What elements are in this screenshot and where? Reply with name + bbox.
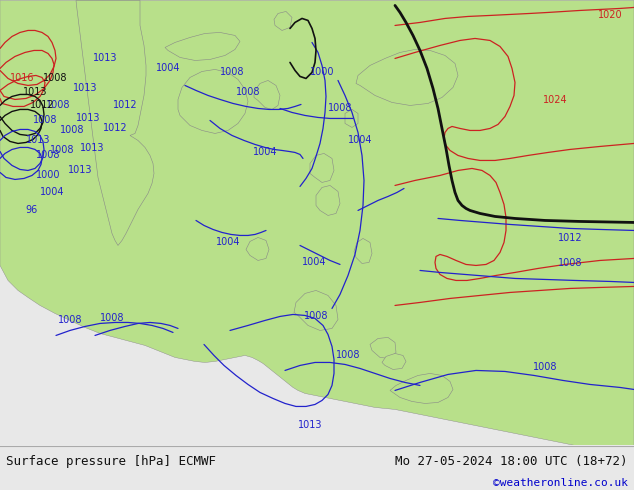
Polygon shape (246, 238, 269, 261)
Text: 1012: 1012 (30, 100, 55, 110)
Text: 1008: 1008 (36, 150, 60, 160)
Text: ©weatheronline.co.uk: ©weatheronline.co.uk (493, 478, 628, 489)
Text: 1004: 1004 (348, 135, 372, 146)
Polygon shape (0, 0, 634, 445)
Text: 1000: 1000 (36, 171, 60, 180)
Text: 1013: 1013 (23, 87, 48, 98)
Text: 1004: 1004 (302, 257, 327, 268)
Polygon shape (382, 353, 406, 369)
Text: 1013: 1013 (26, 135, 50, 146)
Text: 1008: 1008 (558, 258, 582, 269)
Text: 1000: 1000 (310, 68, 334, 77)
Polygon shape (370, 338, 396, 359)
Polygon shape (254, 80, 280, 109)
Polygon shape (274, 11, 292, 30)
Text: 1008: 1008 (58, 316, 82, 325)
Text: 1012: 1012 (103, 123, 127, 133)
Text: 1008: 1008 (336, 350, 360, 361)
Text: 1008: 1008 (220, 68, 244, 77)
Text: 1013: 1013 (93, 53, 117, 63)
Text: 1004: 1004 (40, 188, 64, 197)
Text: 1004: 1004 (216, 238, 240, 247)
Text: 1013: 1013 (80, 144, 104, 153)
Text: 1008: 1008 (46, 100, 70, 110)
Polygon shape (390, 373, 453, 403)
Text: 1013: 1013 (75, 114, 100, 123)
Text: 1004: 1004 (253, 147, 277, 157)
Text: 1013: 1013 (68, 166, 93, 175)
Text: 1008: 1008 (236, 87, 260, 98)
Polygon shape (294, 291, 338, 330)
Text: 1008: 1008 (49, 146, 74, 155)
Text: 1004: 1004 (156, 63, 180, 74)
Text: 1008: 1008 (60, 125, 84, 135)
Polygon shape (165, 32, 240, 60)
Text: 96: 96 (26, 205, 38, 216)
Text: 1008: 1008 (33, 116, 57, 125)
Text: 1013: 1013 (73, 83, 97, 94)
Polygon shape (310, 153, 334, 182)
Polygon shape (354, 239, 372, 264)
Text: 1016: 1016 (10, 74, 34, 83)
Text: 1008: 1008 (304, 312, 328, 321)
Text: 1013: 1013 (298, 420, 322, 430)
Text: 1008: 1008 (42, 74, 67, 83)
Text: 1008: 1008 (533, 363, 557, 372)
Polygon shape (316, 185, 340, 216)
Polygon shape (76, 0, 154, 245)
Polygon shape (178, 70, 248, 133)
Text: 1008: 1008 (100, 314, 124, 323)
Text: Surface pressure [hPa] ECMWF: Surface pressure [hPa] ECMWF (6, 455, 216, 468)
Polygon shape (345, 109, 358, 127)
Text: 1008: 1008 (328, 103, 353, 114)
Text: Mo 27-05-2024 18:00 UTC (18+72): Mo 27-05-2024 18:00 UTC (18+72) (395, 455, 628, 468)
Text: 1012: 1012 (558, 233, 582, 244)
Text: 1020: 1020 (598, 10, 623, 21)
Polygon shape (356, 49, 458, 105)
Text: 1012: 1012 (113, 100, 138, 110)
Text: 1024: 1024 (543, 96, 567, 105)
